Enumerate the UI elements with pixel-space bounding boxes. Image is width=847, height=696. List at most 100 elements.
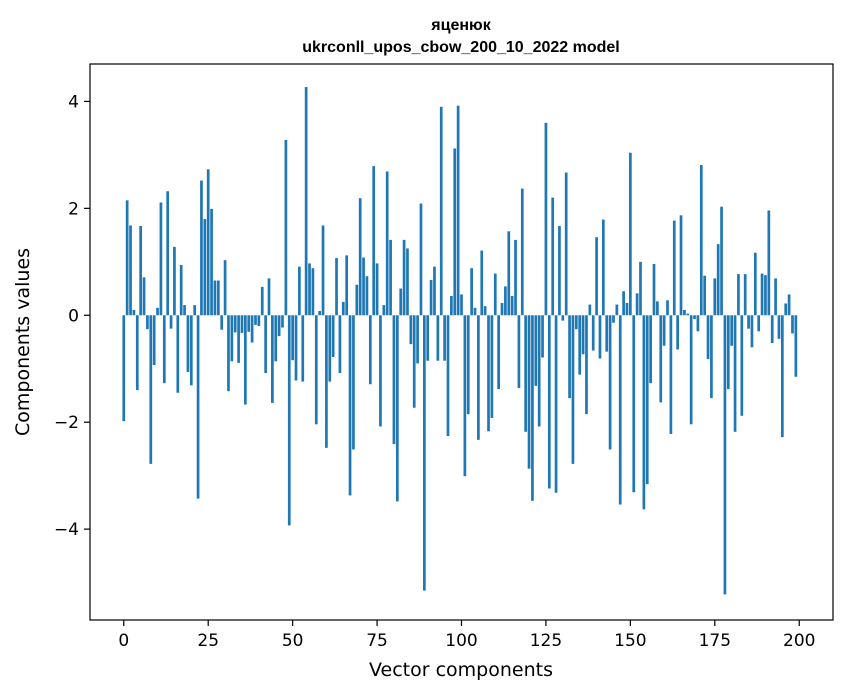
bar-185 [747, 315, 750, 329]
bar-82 [399, 288, 403, 316]
bar-55 [308, 263, 311, 316]
bar-110 [493, 273, 497, 316]
bar-86 [412, 315, 416, 408]
y-tick-label: 0 [68, 306, 79, 326]
bar-155 [645, 315, 649, 485]
bar-166 [683, 309, 686, 316]
bar-115 [510, 296, 514, 316]
bar-114 [507, 231, 511, 316]
x-tick-label: 200 [783, 631, 815, 651]
bar-121 [531, 315, 534, 501]
bar-20 [189, 315, 193, 386]
bar-9 [152, 315, 156, 365]
bar-56 [311, 268, 315, 316]
bar-162 [669, 315, 673, 434]
bar-191 [767, 210, 771, 316]
bar-99 [456, 105, 460, 316]
bar-93 [436, 315, 440, 361]
bar-98 [453, 148, 457, 316]
bar-49 [287, 315, 291, 526]
bar-80 [392, 315, 396, 445]
bar-178 [723, 315, 727, 595]
bar-182 [737, 274, 740, 316]
bar-133 [571, 315, 575, 464]
bar-69 [355, 284, 359, 316]
bar-100 [460, 294, 463, 316]
bar-149 [625, 302, 629, 316]
bar-190 [764, 275, 767, 316]
bar-111 [497, 315, 500, 390]
bar-170 [696, 315, 700, 332]
bar-68 [352, 315, 355, 450]
bar-181 [733, 315, 737, 432]
bar-28 [216, 280, 220, 316]
x-tick-label: 100 [445, 631, 477, 651]
y-tick-label: 2 [68, 199, 79, 219]
bar-75 [375, 263, 379, 316]
bar-40 [257, 315, 261, 326]
bar-176 [716, 244, 720, 316]
bar-14 [169, 315, 173, 329]
y-tick-label: −4 [54, 520, 79, 540]
bar-154 [642, 315, 646, 510]
x-axis-label: Vector components [369, 659, 553, 681]
bar-123 [537, 315, 541, 427]
bar-6 [142, 277, 146, 316]
bar-159 [659, 315, 663, 403]
bar-141 [598, 315, 602, 359]
bar-172 [703, 275, 707, 316]
bar-187 [753, 252, 757, 316]
bar-101 [463, 315, 467, 477]
bar-128 [554, 315, 558, 493]
bar-16 [176, 315, 180, 393]
bar-124 [541, 315, 544, 358]
bar-29 [220, 315, 224, 330]
bar-186 [750, 315, 754, 348]
bar-76 [379, 315, 382, 427]
bar-66 [345, 255, 349, 316]
bar-156 [649, 315, 652, 384]
bar-0 [122, 315, 126, 422]
x-axis-ticks: 0 25 50 75 100 125 150 175 200 [118, 620, 815, 651]
bar-30 [223, 260, 227, 316]
chart-title: яценюк [430, 17, 491, 34]
bar-165 [679, 215, 683, 316]
bar-73 [368, 315, 372, 385]
bar-179 [726, 315, 730, 390]
bar-152 [635, 293, 639, 316]
y-tick-label: 4 [68, 92, 79, 112]
bar-2 [129, 225, 132, 316]
bar-193 [774, 278, 777, 316]
x-tick-label: 0 [118, 631, 129, 651]
bar-139 [591, 315, 595, 351]
bar-85 [409, 315, 413, 345]
plot-frame [89, 63, 834, 621]
bar-192 [770, 315, 774, 344]
bar-35 [240, 315, 244, 333]
bar-90 [426, 315, 430, 361]
bar-45 [274, 315, 278, 362]
bar-144 [608, 315, 612, 450]
bar-89 [423, 315, 426, 591]
bar-140 [595, 237, 598, 316]
bar-142 [601, 219, 605, 316]
bar-81 [395, 315, 399, 502]
bar-23 [200, 180, 203, 316]
bar-10 [156, 307, 159, 316]
bar-177 [720, 206, 723, 316]
bar-51 [294, 315, 298, 381]
bar-109 [490, 315, 494, 418]
bar-43 [267, 278, 271, 316]
bar-60 [325, 315, 328, 448]
bar-48 [284, 139, 288, 316]
bar-169 [693, 315, 696, 320]
bar-106 [480, 250, 484, 316]
bar-189 [760, 273, 764, 316]
bar-102 [466, 315, 470, 415]
bars-group [122, 86, 798, 595]
bar-33 [233, 315, 237, 333]
bar-47 [281, 315, 284, 328]
bar-4 [135, 315, 139, 391]
bar-161 [666, 300, 669, 316]
bar-127 [551, 197, 555, 316]
